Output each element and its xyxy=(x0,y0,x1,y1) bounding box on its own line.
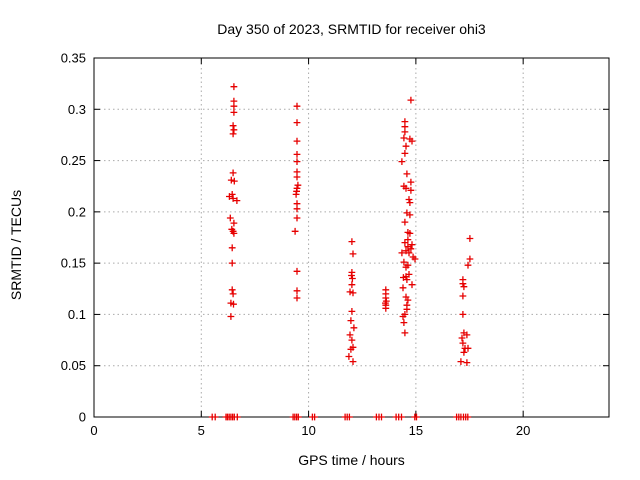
y-tick-label: 0.15 xyxy=(61,256,86,271)
data-points xyxy=(208,83,474,421)
x-tick-label: 0 xyxy=(90,423,97,438)
chart-title: Day 350 of 2023, SRMTID for receiver ohi… xyxy=(217,21,486,37)
x-tick-label: 15 xyxy=(409,423,423,438)
x-axis-label: GPS time / hours xyxy=(298,452,405,468)
y-tick-label: 0.35 xyxy=(61,51,86,66)
x-tick-label: 5 xyxy=(198,423,205,438)
y-tick-label: 0.1 xyxy=(68,307,86,322)
x-tick-label: 10 xyxy=(301,423,315,438)
x-tick-label: 20 xyxy=(516,423,530,438)
plot-border xyxy=(93,57,610,418)
y-tick-label: 0.2 xyxy=(68,204,86,219)
y-tick-label: 0.05 xyxy=(61,358,86,373)
y-tick-label: 0.3 xyxy=(68,102,86,117)
y-tick-label: 0 xyxy=(79,410,86,425)
y-tick-label: 0.25 xyxy=(61,153,86,168)
